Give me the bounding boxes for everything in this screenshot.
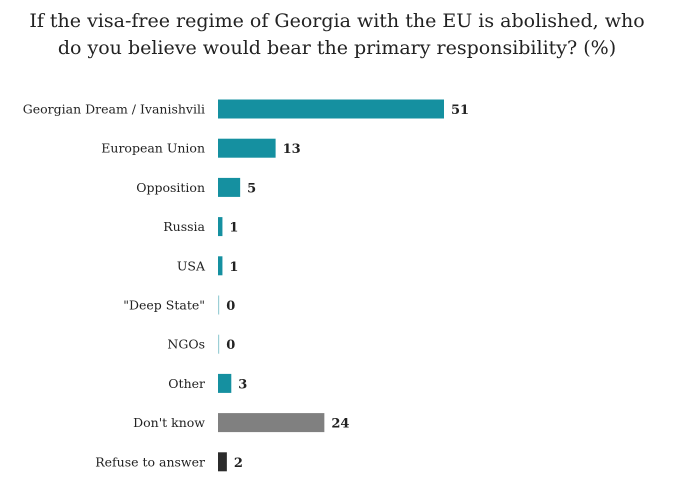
category-label: Refuse to answer <box>95 454 205 469</box>
bar <box>218 452 227 472</box>
category-label: USA <box>177 258 206 273</box>
value-label: 51 <box>451 103 469 118</box>
category-label: Other <box>168 376 205 391</box>
chart-title-line-1: If the visa-free regime of Georgia with … <box>29 10 645 32</box>
bar <box>218 334 220 354</box>
bar <box>218 217 223 237</box>
category-label: Georgian Dream / Ivanishvili <box>23 102 205 117</box>
bar <box>218 256 223 276</box>
value-label: 1 <box>229 260 238 275</box>
chart-title-line-2: do you believe would bear the primary re… <box>57 37 617 59</box>
value-label: 0 <box>226 299 235 314</box>
category-label: "Deep State" <box>123 298 205 313</box>
category-label: European Union <box>101 141 205 156</box>
bar <box>218 373 232 393</box>
bar <box>218 295 220 315</box>
category-label: Russia <box>163 219 205 234</box>
value-label: 0 <box>226 338 235 353</box>
value-label: 3 <box>238 377 247 392</box>
category-label: NGOs <box>167 337 205 352</box>
chart-title: If the visa-free regime of Georgia with … <box>0 8 674 62</box>
value-label: 5 <box>247 181 256 196</box>
value-label: 2 <box>234 456 243 471</box>
category-label: Opposition <box>136 180 205 195</box>
value-label: 24 <box>331 417 349 432</box>
bar <box>218 177 241 197</box>
value-label: 1 <box>229 221 238 236</box>
bar <box>218 138 276 158</box>
bar <box>218 413 325 433</box>
category-label: Don't know <box>133 415 205 430</box>
value-label: 13 <box>283 142 301 157</box>
bar <box>218 99 444 119</box>
